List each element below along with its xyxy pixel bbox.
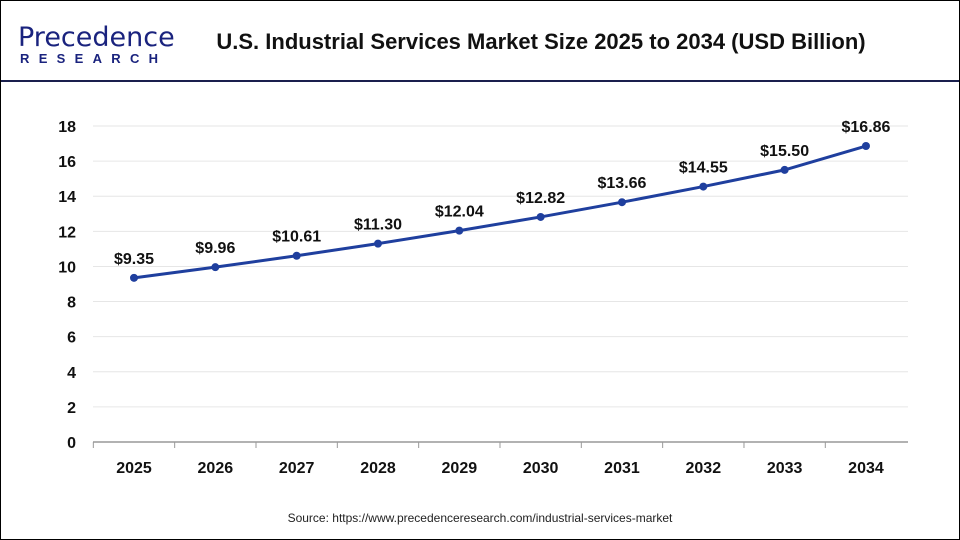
data-label: $11.30 [354, 217, 402, 234]
data-point [780, 165, 789, 174]
series-line [133, 144, 867, 280]
data-label: $15.50 [760, 143, 809, 160]
header: Precedence RESEARCH U.S. Industrial Serv… [1, 1, 959, 82]
x-tick-label: 2029 [442, 460, 478, 477]
y-tick-label: 8 [67, 295, 76, 312]
logo: Precedence RESEARCH [18, 22, 175, 66]
data-label: $13.66 [598, 175, 647, 192]
y-tick-label: 4 [67, 365, 76, 382]
x-tick-label: 2031 [604, 460, 640, 477]
data-point [699, 182, 708, 191]
data-point [211, 263, 220, 272]
data-label: $12.82 [516, 190, 565, 207]
y-tick-label: 0 [67, 435, 76, 452]
data-point [292, 251, 301, 260]
data-point [861, 142, 870, 151]
x-tick-label: 2027 [279, 460, 315, 477]
x-tick-label: 2030 [523, 460, 559, 477]
data-label: $16.86 [842, 119, 891, 136]
data-point [455, 226, 464, 235]
data-label: $10.61 [272, 229, 321, 246]
x-tick-label: 2034 [848, 460, 884, 477]
data-label: $9.35 [114, 251, 154, 268]
y-tick-label: 18 [58, 119, 76, 136]
logo-main: Precedence [18, 22, 175, 53]
source-text: Source: https://www.precedenceresearch.c… [287, 511, 673, 525]
x-tick-label: 2026 [198, 460, 234, 477]
x-tick-label: 2033 [767, 460, 803, 477]
y-tick-label: 14 [58, 189, 76, 206]
data-point [536, 212, 545, 221]
chart-title: U.S. Industrial Services Market Size 202… [216, 29, 866, 54]
data-label: $12.04 [435, 204, 484, 221]
y-tick-label: 6 [67, 330, 76, 347]
y-tick-label: 2 [67, 400, 76, 417]
data-label: $9.96 [195, 240, 235, 257]
y-tick-label: 12 [58, 224, 76, 241]
x-tick-label: 2032 [686, 460, 722, 477]
data-point [130, 273, 138, 282]
data-point [617, 198, 626, 207]
data-point [373, 239, 382, 248]
logo-sub: RESEARCH [20, 51, 168, 66]
x-tick-label: 2025 [116, 460, 152, 477]
data-label: $14.55 [679, 160, 728, 177]
y-tick-label: 10 [58, 259, 76, 276]
x-tick-label: 2028 [360, 460, 396, 477]
y-tick-label: 16 [58, 154, 76, 171]
